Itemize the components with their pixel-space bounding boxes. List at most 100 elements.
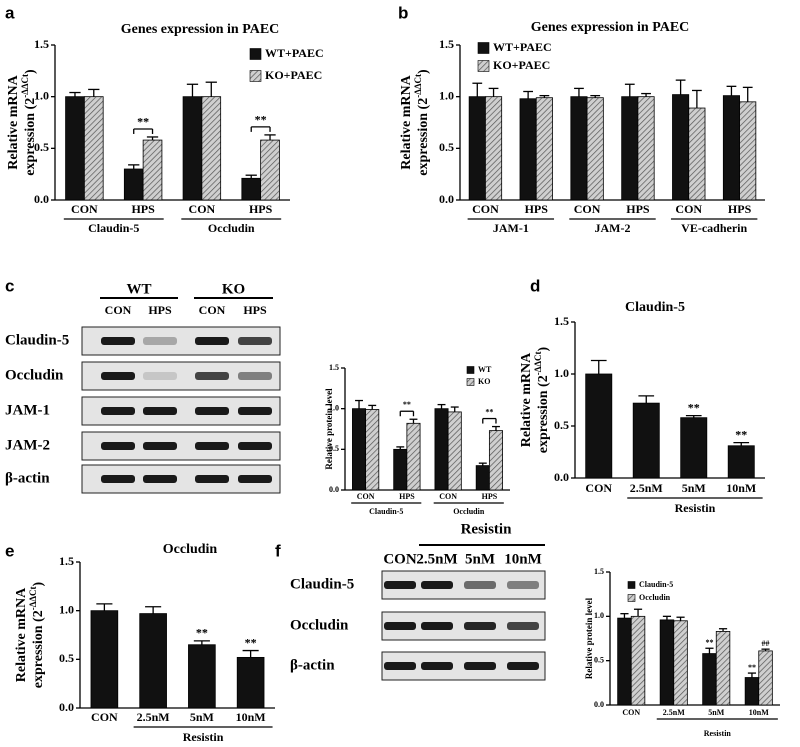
blot-band bbox=[238, 442, 272, 450]
x-tick-label: CON bbox=[585, 481, 612, 495]
legend-label: WT bbox=[478, 365, 492, 374]
x-tick-label: CON bbox=[574, 202, 601, 216]
legend-swatch bbox=[249, 70, 262, 82]
x-tick-label: HPS bbox=[131, 202, 155, 216]
bar bbox=[142, 139, 163, 201]
significance: ## bbox=[762, 639, 770, 648]
blot-band bbox=[238, 475, 272, 483]
chart-title: Genes expression in PAEC bbox=[531, 20, 690, 35]
blot-band bbox=[384, 662, 416, 670]
y-tick-label: 1.0 bbox=[554, 366, 569, 380]
chart-title: Occludin bbox=[163, 542, 218, 557]
x-tick-label: CON bbox=[439, 492, 457, 501]
group-label: KO bbox=[222, 281, 245, 297]
y-tick-label: 0.0 bbox=[439, 192, 454, 206]
significance: ** bbox=[245, 635, 257, 649]
x-tick-label: 2.5nM bbox=[630, 481, 663, 495]
blot-band bbox=[464, 622, 496, 630]
y-tick-label: 0.5 bbox=[554, 418, 569, 432]
y-axis-label-sup: -ΔΔCt bbox=[413, 74, 423, 98]
y-tick-label: 0.0 bbox=[59, 700, 74, 714]
chart-title: Claudin-5 bbox=[625, 300, 685, 315]
y-tick-label: 0.5 bbox=[439, 140, 454, 154]
y-tick-label: 0.0 bbox=[554, 470, 569, 484]
bar bbox=[688, 107, 706, 201]
group-label: JAM-1 bbox=[493, 221, 529, 235]
bar bbox=[535, 97, 553, 201]
y-axis-label: Relative protein level bbox=[584, 597, 594, 679]
bar bbox=[406, 422, 421, 491]
bar bbox=[123, 168, 144, 201]
legend-swatch bbox=[477, 60, 490, 72]
x-tick-label: CON bbox=[622, 708, 640, 717]
panel-label: a bbox=[5, 3, 15, 22]
bar bbox=[488, 430, 503, 491]
y-axis-label-part: expression (2 bbox=[416, 98, 431, 176]
bar bbox=[182, 96, 203, 201]
y-tick-label: 1.0 bbox=[594, 611, 604, 620]
y-axis-label-sup: -ΔΔCt bbox=[28, 586, 38, 610]
legend-label: Claudin-5 bbox=[639, 580, 673, 589]
x-tick-label: HPS bbox=[626, 202, 650, 216]
blot-band bbox=[195, 337, 229, 345]
y-axis-label: expression (2-ΔΔCt) bbox=[533, 346, 551, 453]
group-label: Resistin bbox=[675, 501, 716, 515]
y-axis-label: Relative protein level bbox=[324, 388, 334, 470]
bar bbox=[65, 96, 85, 201]
significance: ** bbox=[485, 407, 493, 416]
lane-label: CON bbox=[105, 303, 132, 317]
blot-band bbox=[238, 407, 272, 415]
y-axis-label-sup: -ΔΔCt bbox=[20, 74, 30, 98]
blot-band bbox=[143, 372, 177, 380]
blot-band bbox=[101, 337, 135, 345]
y-tick-label: 1.5 bbox=[59, 554, 74, 568]
bar bbox=[447, 411, 462, 491]
group-label: Occludin bbox=[208, 221, 255, 235]
bar bbox=[637, 96, 655, 201]
blot-band bbox=[195, 442, 229, 450]
x-tick-label: 5nM bbox=[682, 481, 706, 495]
blot-band bbox=[464, 581, 496, 589]
legend-label: WT+PAEC bbox=[493, 40, 552, 54]
significance: ** bbox=[196, 626, 208, 640]
y-tick-label: 1.0 bbox=[439, 88, 454, 102]
bar bbox=[727, 445, 755, 479]
blot-band bbox=[195, 372, 229, 380]
bar bbox=[722, 95, 740, 201]
blot-band bbox=[507, 662, 539, 670]
y-axis-label-part: expression (2 bbox=[536, 375, 551, 453]
blot-band bbox=[507, 622, 539, 630]
bar bbox=[241, 177, 262, 201]
blot-band bbox=[238, 337, 272, 345]
blot-band bbox=[101, 372, 135, 380]
lane-label: CON bbox=[199, 303, 226, 317]
blot-band bbox=[101, 442, 135, 450]
x-tick-label: 2.5nM bbox=[663, 708, 685, 717]
chart-title: Genes expression in PAEC bbox=[121, 22, 280, 37]
row-label: Occludin bbox=[5, 367, 64, 383]
bar bbox=[434, 408, 449, 491]
group-label: Resistin bbox=[183, 730, 224, 744]
y-tick-label: 1.5 bbox=[594, 567, 604, 576]
y-axis-label-part: ) bbox=[31, 581, 46, 586]
significance: ** bbox=[403, 400, 411, 409]
lane-label: 5nM bbox=[465, 551, 495, 567]
y-axis-label: Relative mRNA bbox=[6, 74, 21, 169]
y-tick-label: 1.0 bbox=[59, 602, 74, 616]
panel-label: d bbox=[530, 276, 540, 295]
legend-label: Occludin bbox=[639, 593, 671, 602]
y-tick-label: 1.0 bbox=[34, 88, 49, 102]
bar bbox=[585, 373, 613, 479]
x-tick-label: 10nM bbox=[236, 710, 266, 724]
bar bbox=[630, 615, 646, 706]
lane-label: HPS bbox=[243, 303, 267, 317]
blot-band bbox=[195, 475, 229, 483]
legend-label: KO bbox=[478, 377, 490, 386]
y-tick-label: 1.5 bbox=[329, 363, 339, 372]
row-label: Claudin-5 bbox=[5, 332, 69, 348]
y-tick-label: 0.0 bbox=[329, 485, 339, 494]
significance: ** bbox=[748, 663, 756, 672]
blot-band bbox=[421, 662, 453, 670]
bar bbox=[586, 97, 604, 201]
x-tick-label: HPS bbox=[482, 492, 498, 501]
